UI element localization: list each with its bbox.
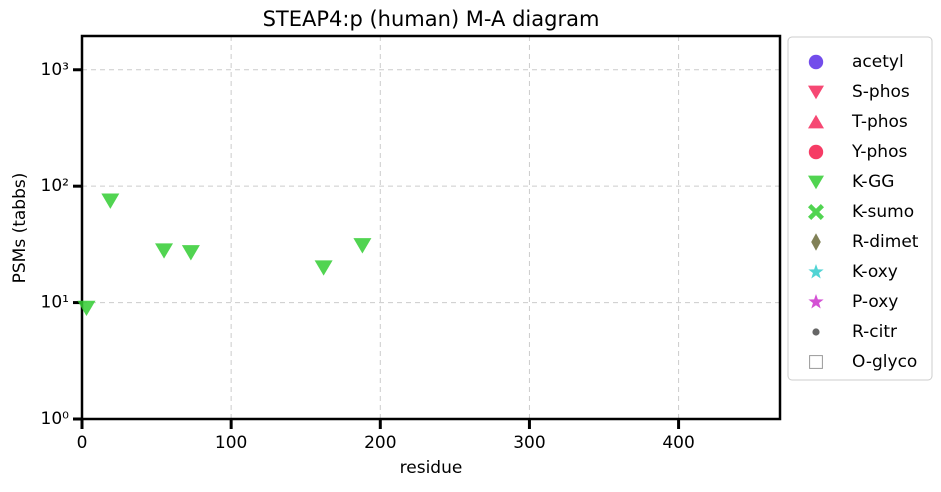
data-point (77, 300, 96, 317)
x-tick-label: 400 (662, 433, 694, 453)
y-tick-label: 10² (41, 176, 69, 196)
legend-marker (808, 54, 824, 70)
legend-label: S-phos (852, 82, 910, 102)
y-tick-label: 10¹ (41, 293, 69, 313)
legend-box (787, 36, 933, 381)
legend-label: acetyl (852, 52, 904, 72)
legend-label: K-oxy (852, 262, 898, 282)
legend-marker (811, 233, 821, 251)
legend-marker (809, 355, 823, 369)
legend-label: P-oxy (852, 292, 898, 312)
legend-marker (808, 264, 824, 279)
x-tick-label: 300 (513, 433, 545, 453)
x-tick-label: 0 (77, 433, 88, 453)
data-point (101, 193, 120, 209)
plot-frame (80, 34, 782, 421)
y-axis-label: PSMs (tabbs) (10, 173, 30, 284)
legend-label: Y-phos (851, 142, 907, 162)
legend-label: O-glyco (852, 352, 917, 372)
legend-marker (808, 114, 824, 129)
x-tick-label: 200 (364, 433, 396, 453)
chart-title: STEAP4:p (human) M-A diagram (263, 7, 600, 31)
data-point (155, 243, 174, 259)
legend-label: R-citr (852, 322, 897, 342)
legend-label: T-phos (851, 112, 908, 132)
y-tick-label: 10³ (41, 60, 69, 80)
data-point (353, 238, 372, 254)
legend-label: K-sumo (852, 202, 914, 222)
data-point (181, 245, 200, 261)
legend-label: R-dimet (852, 232, 919, 252)
legend-marker (808, 294, 824, 309)
x-axis-label: residue (400, 458, 463, 478)
legend-marker (808, 175, 824, 190)
legend-label: K-GG (852, 172, 894, 192)
x-tick-label: 100 (215, 433, 247, 453)
legend-marker (808, 204, 824, 220)
legend-marker (808, 85, 824, 100)
legend-marker (808, 144, 824, 160)
data-point (314, 260, 333, 276)
legend-marker (812, 328, 820, 336)
y-tick-label: 10⁰ (41, 409, 70, 429)
